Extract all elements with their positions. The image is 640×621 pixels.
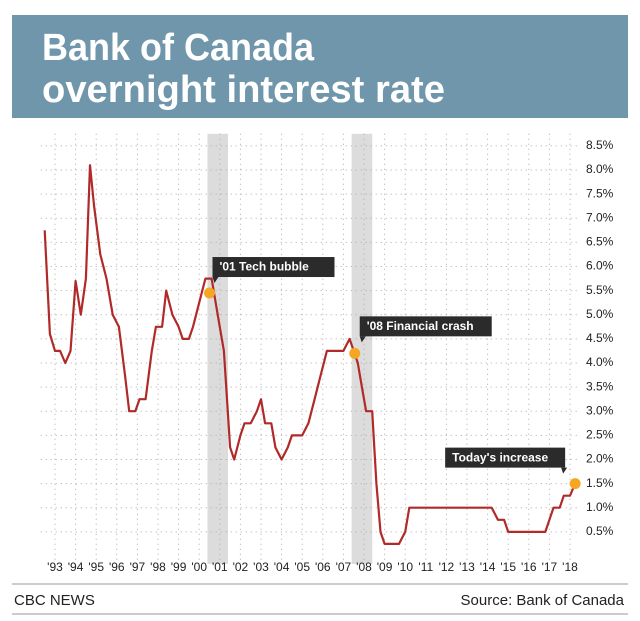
x-tick-label: '09 [377, 560, 393, 574]
y-tick-label: 5.0% [586, 307, 614, 321]
x-tick-label: '05 [294, 560, 310, 574]
annotation-text: '08 Financial crash [367, 319, 474, 333]
annotation-box [212, 257, 335, 278]
y-tick-label: 0.5% [586, 524, 614, 538]
y-tick-label: 3.0% [586, 403, 614, 417]
chart-title: Bank of Canada [42, 27, 315, 69]
y-tick-label: 2.5% [586, 428, 614, 442]
x-tick-label: '98 [150, 560, 166, 574]
annotation-pointer [212, 277, 219, 284]
x-tick-label: '13 [459, 560, 475, 574]
x-tick-label: '96 [109, 560, 125, 574]
y-tick-label: 3.5% [586, 379, 614, 393]
y-tick-label: 2.0% [586, 452, 614, 466]
y-tick-label: 8.0% [586, 162, 614, 176]
x-tick-label: '16 [521, 560, 537, 574]
highlight-band [207, 133, 229, 565]
annotation-pointer [359, 336, 366, 343]
y-tick-label: 4.0% [586, 355, 614, 369]
plot: 0.5% 1.0% 1.5% 2.0% 2.5% 3.0% 3.5% 4.0% 4.5% 5.0%… [40, 133, 614, 574]
y-tick-label: 6.5% [586, 235, 614, 249]
annotation-dot [204, 287, 215, 299]
x-tick-label: '07 [336, 560, 352, 574]
y-tick-label: 5.5% [586, 283, 614, 297]
y-tick-label: 6.0% [586, 259, 614, 273]
x-tick-label: '03 [253, 560, 269, 574]
y-tick-label: 1.5% [586, 476, 614, 490]
y-tick-label: 1.0% [586, 500, 614, 514]
x-tick-label: '94 [68, 560, 84, 574]
annotation-dot [569, 478, 581, 490]
x-tick-label: '01 [212, 560, 228, 574]
annotation-dot [349, 347, 361, 359]
highlight-band [351, 133, 373, 565]
x-tick-label: '97 [130, 560, 146, 574]
y-tick-label: 8.5% [586, 138, 614, 152]
x-tick-label: '99 [171, 560, 187, 574]
x-tick-label: '00 [191, 560, 207, 574]
annotation-text: '01 Tech bubble [220, 260, 310, 274]
x-tick-label: '10 [397, 560, 413, 574]
annotation-box [359, 316, 492, 337]
title-banner [12, 15, 628, 118]
annotation-pointer [561, 467, 568, 474]
x-tick-label: '15 [500, 560, 516, 574]
x-tick-label: '02 [233, 560, 249, 574]
x-tick-label: '06 [315, 560, 331, 574]
x-tick-label: '12 [439, 560, 455, 574]
source: Source: Bank of Canada [461, 592, 625, 609]
x-tick-label: '08 [356, 560, 372, 574]
x-tick-label: '17 [542, 560, 558, 574]
chart-title: overnight interest rate [42, 69, 445, 111]
y-tick-label: 4.5% [586, 331, 614, 345]
line [43, 164, 577, 545]
x-tick-label: '04 [274, 560, 290, 574]
x-tick-label: '93 [47, 560, 63, 574]
x-tick-label: '95 [88, 560, 104, 574]
annotation-text: Today's increase [452, 450, 548, 464]
x-tick-label: '11 [418, 560, 433, 574]
annotation-box [445, 447, 566, 468]
x-tick-label: '18 [562, 560, 578, 574]
x-tick-label: '14 [480, 560, 496, 574]
y-tick-label: 7.5% [586, 186, 614, 200]
y-tick-label: 7.0% [586, 210, 614, 224]
publisher: CBC NEWS [14, 592, 95, 609]
